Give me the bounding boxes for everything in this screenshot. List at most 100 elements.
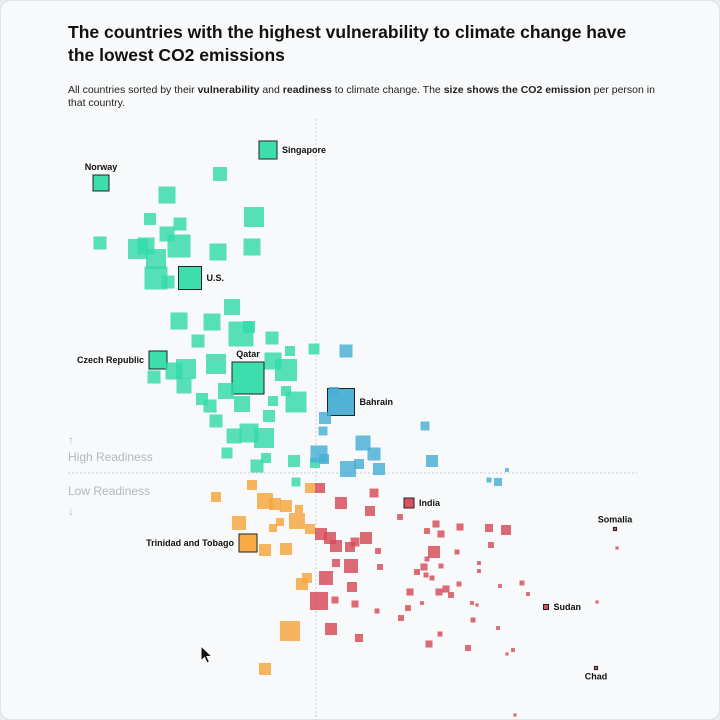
data-point[interactable]: [285, 391, 307, 413]
data-point[interactable]: [456, 523, 464, 531]
data-point[interactable]: [437, 530, 445, 538]
data-point[interactable]: [505, 652, 509, 656]
data-point[interactable]: [318, 426, 328, 436]
data-point[interactable]: [167, 234, 191, 258]
data-point[interactable]: [209, 243, 227, 261]
data-point[interactable]: [206, 354, 226, 374]
data-point[interactable]: [437, 631, 443, 637]
data-point[interactable]: [170, 312, 188, 330]
data-point[interactable]: [258, 543, 272, 557]
data-point[interactable]: [285, 346, 295, 356]
data-point[interactable]: [496, 626, 500, 630]
data-point[interactable]: [435, 588, 443, 596]
data-point[interactable]: [146, 249, 166, 269]
data-point[interactable]: [305, 524, 315, 534]
data-point[interactable]: [359, 531, 373, 545]
data-point[interactable]: [526, 592, 530, 596]
data-point[interactable]: [268, 523, 278, 533]
data-point[interactable]: [324, 622, 338, 636]
data-point[interactable]: [250, 459, 264, 473]
data-point[interactable]: [176, 359, 196, 379]
data-point[interactable]: [239, 423, 259, 443]
data-point[interactable]: [280, 621, 300, 641]
data-point[interactable]: [355, 435, 371, 451]
data-point[interactable]: [470, 601, 474, 605]
data-point-india[interactable]: [403, 497, 415, 509]
data-point[interactable]: [351, 600, 359, 608]
data-point[interactable]: [308, 343, 320, 355]
data-point[interactable]: [173, 217, 187, 231]
data-point[interactable]: [414, 569, 420, 575]
data-point[interactable]: [319, 454, 329, 464]
data-point[interactable]: [424, 556, 430, 562]
data-point[interactable]: [191, 334, 205, 348]
data-point[interactable]: [354, 633, 364, 643]
data-point-u-s-[interactable]: [177, 265, 203, 291]
data-point-chad[interactable]: [593, 665, 599, 671]
data-point[interactable]: [442, 585, 450, 593]
data-point[interactable]: [425, 454, 439, 468]
data-point[interactable]: [221, 447, 233, 459]
data-point[interactable]: [268, 497, 282, 511]
data-point[interactable]: [375, 548, 381, 554]
data-point-czech-republic[interactable]: [148, 350, 168, 370]
data-point[interactable]: [369, 488, 379, 498]
data-point[interactable]: [211, 492, 221, 502]
data-point[interactable]: [425, 640, 433, 648]
data-point[interactable]: [334, 496, 348, 510]
data-point[interactable]: [374, 608, 380, 614]
data-point[interactable]: [454, 549, 460, 555]
data-point[interactable]: [279, 542, 293, 556]
data-point[interactable]: [295, 577, 309, 591]
data-point-bahrain[interactable]: [326, 387, 356, 417]
data-point[interactable]: [420, 421, 430, 431]
data-point-somalia[interactable]: [612, 526, 618, 532]
data-point[interactable]: [429, 575, 435, 581]
data-point[interactable]: [305, 483, 315, 493]
data-point[interactable]: [420, 601, 424, 605]
data-point[interactable]: [354, 459, 364, 469]
data-point[interactable]: [147, 370, 161, 384]
data-point[interactable]: [258, 662, 272, 676]
data-point[interactable]: [519, 580, 525, 586]
data-point[interactable]: [203, 399, 217, 413]
data-point[interactable]: [143, 212, 157, 226]
data-point[interactable]: [226, 428, 242, 444]
data-point[interactable]: [281, 386, 291, 396]
data-point[interactable]: [595, 600, 599, 604]
data-point[interactable]: [345, 542, 355, 552]
data-point[interactable]: [501, 525, 511, 535]
data-point[interactable]: [243, 238, 261, 256]
data-point[interactable]: [432, 520, 440, 528]
data-point[interactable]: [486, 477, 492, 483]
data-point[interactable]: [347, 582, 357, 592]
data-point[interactable]: [344, 559, 358, 573]
data-point-singapore[interactable]: [258, 140, 278, 160]
data-point[interactable]: [234, 396, 250, 412]
data-point[interactable]: [242, 320, 256, 334]
data-point[interactable]: [176, 378, 192, 394]
data-point[interactable]: [405, 605, 411, 611]
data-point[interactable]: [279, 499, 293, 513]
data-point[interactable]: [465, 645, 471, 651]
data-point[interactable]: [274, 358, 298, 382]
data-point[interactable]: [423, 572, 429, 578]
data-point[interactable]: [511, 648, 515, 652]
data-point[interactable]: [372, 462, 386, 476]
data-point[interactable]: [477, 561, 481, 565]
data-point[interactable]: [498, 584, 502, 588]
data-point[interactable]: [615, 546, 619, 550]
data-point[interactable]: [203, 313, 221, 331]
data-point[interactable]: [261, 453, 271, 463]
data-point[interactable]: [505, 468, 509, 472]
data-point[interactable]: [318, 411, 332, 425]
data-point[interactable]: [331, 558, 341, 568]
data-point-qatar[interactable]: [231, 361, 265, 395]
data-point[interactable]: [397, 514, 403, 520]
data-point[interactable]: [224, 299, 240, 315]
data-point[interactable]: [232, 516, 246, 530]
data-point[interactable]: [275, 517, 285, 527]
data-point[interactable]: [310, 458, 320, 468]
data-point[interactable]: [331, 596, 339, 604]
data-point[interactable]: [291, 477, 301, 487]
